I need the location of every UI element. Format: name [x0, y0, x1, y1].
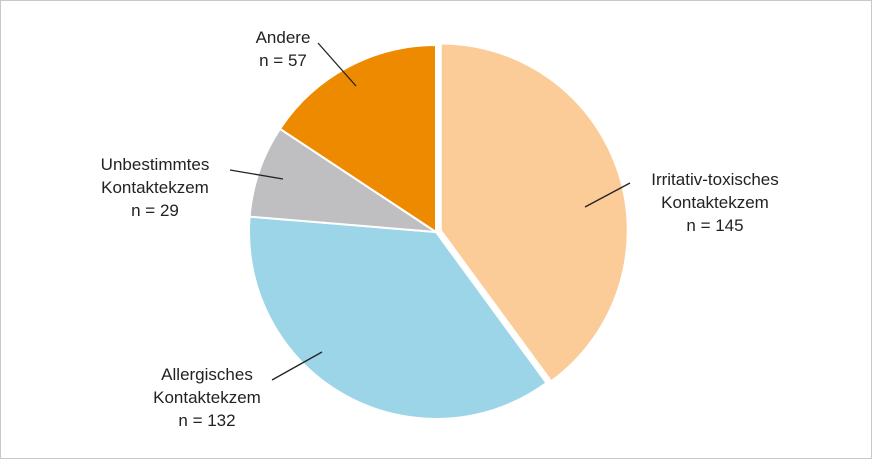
leader-line [229, 169, 284, 180]
label-line: Andere [256, 28, 311, 47]
label-line: Unbestimmtes [101, 155, 210, 174]
label-line: Kontaktekzem [101, 178, 209, 197]
leader-line [317, 42, 357, 87]
leader-line [271, 351, 323, 381]
label-line: Kontaktekzem [153, 388, 261, 407]
value-label: n = 145 [686, 216, 743, 235]
label-line: Irritativ-toxisches [651, 170, 779, 189]
value-label: n = 132 [178, 411, 235, 430]
slice-label: Irritativ-toxisches Kontaktekzem n = 145 [651, 170, 779, 235]
slice-label: Allergisches Kontaktekzem n = 132 [153, 365, 261, 430]
slice-label: Unbestimmtes Kontaktekzem n = 29 [101, 155, 210, 220]
pie-slice [278, 43, 437, 234]
pie-slice [439, 42, 629, 383]
pie-slice [248, 127, 437, 233]
leader-line [584, 182, 631, 208]
pie-slice [248, 215, 548, 420]
label-line: Kontaktekzem [661, 193, 769, 212]
slice-label: Andere n = 57 [256, 28, 311, 70]
value-label: n = 29 [131, 201, 179, 220]
label-line: Allergisches [161, 365, 253, 384]
value-label: n = 57 [259, 51, 307, 70]
